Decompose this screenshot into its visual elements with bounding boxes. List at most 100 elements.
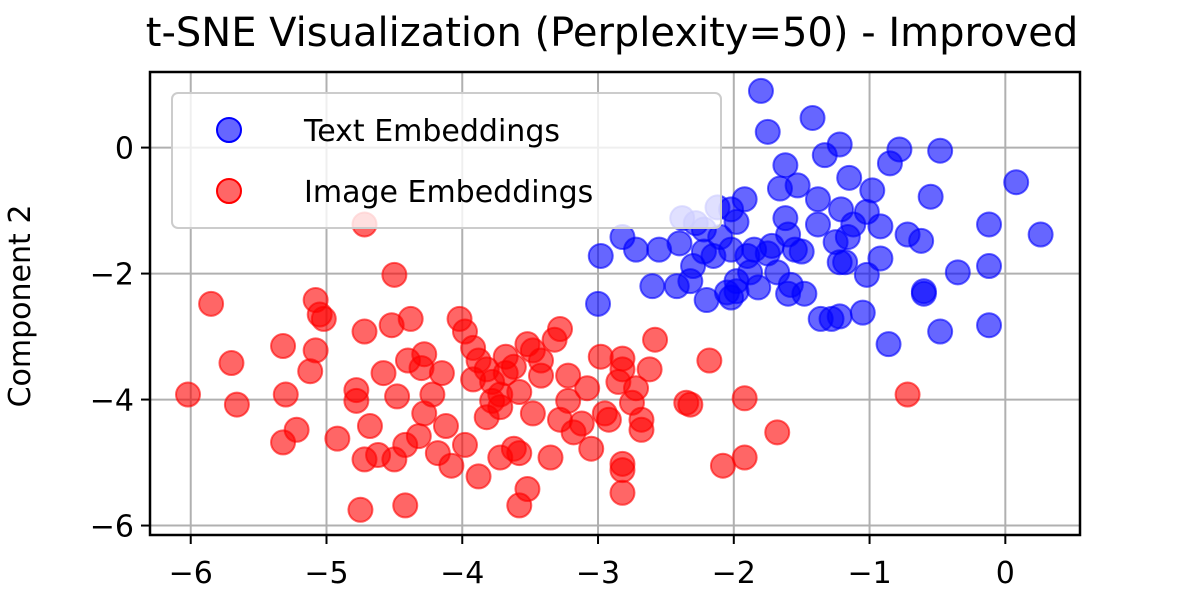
point-image-embeddings [324,425,351,452]
point-image-embeddings [270,333,297,360]
point-image-embeddings [894,381,921,408]
point-text-embeddings [714,279,741,306]
point-image-embeddings [764,419,791,446]
legend-label-text-embeddings: Text Embeddings [303,114,560,149]
point-image-embeddings [677,391,704,418]
point-text-embeddings [875,331,902,358]
y-tick-label: 0 [115,132,134,167]
point-text-embeddings [976,253,1003,280]
point-image-embeddings [370,360,397,387]
point-text-embeddings [788,238,815,265]
point-text-embeddings [811,142,838,169]
point-image-embeddings [347,496,374,523]
x-tick-label: 0 [996,556,1015,591]
point-text-embeddings [826,249,853,276]
point-image-embeddings [428,360,455,387]
point-image-embeddings [297,358,324,385]
point-text-embeddings [1003,169,1030,196]
point-image-embeddings [696,347,723,374]
point-image-embeddings [609,479,636,506]
point-image-embeddings [392,492,419,519]
point-text-embeddings [976,312,1003,339]
point-image-embeddings [384,383,411,410]
x-tick-label: −2 [712,556,756,591]
point-text-embeddings [680,253,707,280]
point-image-embeddings [731,444,758,471]
point-image-embeddings [642,326,669,353]
point-text-embeddings [944,259,971,286]
point-image-embeddings [537,444,564,471]
point-text-embeddings [585,290,612,317]
y-tick-label: −2 [90,258,134,293]
point-image-embeddings [218,350,245,377]
point-text-embeddings [754,240,781,267]
point-image-embeddings [528,362,555,389]
point-text-embeddings [849,299,876,326]
point-image-embeddings [397,305,424,332]
legend-box [171,92,722,229]
point-image-embeddings [578,435,605,462]
point-image-embeddings [419,381,446,408]
point-text-embeddings [836,164,863,191]
y-tick-label: −6 [90,510,134,545]
point-text-embeddings [663,273,690,300]
point-image-embeddings [365,441,392,468]
x-tick-label: −5 [304,556,348,591]
point-text-embeddings [775,280,802,307]
point-image-embeddings [405,423,432,450]
point-image-embeddings [479,387,506,414]
point-image-embeddings [636,356,663,383]
point-image-embeddings [506,440,533,467]
point-text-embeddings [910,278,937,305]
point-text-embeddings [867,213,894,240]
point-text-embeddings [927,137,954,164]
point-image-embeddings [574,375,601,402]
point-text-embeddings [818,305,845,332]
plot-frame [148,70,1082,537]
point-image-embeddings [460,366,487,393]
x-tick-label: −1 [847,556,891,591]
x-tick-label: −3 [576,556,620,591]
axes: −6 −5 −4 −3 −2 −1 0 −6 −4 −2 0 [90,70,1082,591]
point-image-embeddings [381,261,408,288]
point-image-embeddings [351,318,378,345]
point-image-embeddings [547,316,574,343]
point-text-embeddings [804,186,831,213]
point-image-embeddings [618,389,645,416]
point-image-embeddings [709,452,736,479]
point-text-embeddings [747,77,774,104]
point-text-embeddings [754,118,781,145]
point-text-embeddings [853,261,880,288]
point-image-embeddings [356,413,383,440]
x-tick-label: −6 [169,556,213,591]
point-image-embeddings [343,387,370,414]
legend: Text Embeddings Image Embeddings [171,92,722,229]
point-image-embeddings [465,463,492,490]
point-text-embeddings [784,172,811,199]
x-tick-label: −4 [440,556,484,591]
point-image-embeddings [506,492,533,519]
point-text-embeddings [1027,221,1054,248]
chart-title: t-SNE Visualization (Perplexity=50) - Im… [146,10,1078,56]
point-image-embeddings [609,457,636,484]
point-image-embeddings [628,416,655,443]
point-image-embeddings [451,431,478,458]
point-image-embeddings [595,406,622,433]
point-image-embeddings [175,381,202,408]
y-axis-label: Component 2 [3,205,38,408]
point-text-embeddings [666,230,693,257]
point-image-embeddings [310,305,337,332]
point-text-embeddings [799,104,826,131]
point-image-embeddings [609,356,636,383]
point-image-embeddings [568,410,595,437]
point-text-embeddings [876,150,903,177]
y-tick-label: −4 [90,384,134,419]
point-text-embeddings [834,224,861,251]
point-image-embeddings [492,360,519,387]
point-image-embeddings [438,452,465,479]
point-image-embeddings [223,391,250,418]
point-text-embeddings [587,242,614,269]
point-image-embeddings [587,343,614,370]
point-image-embeddings [506,379,533,406]
